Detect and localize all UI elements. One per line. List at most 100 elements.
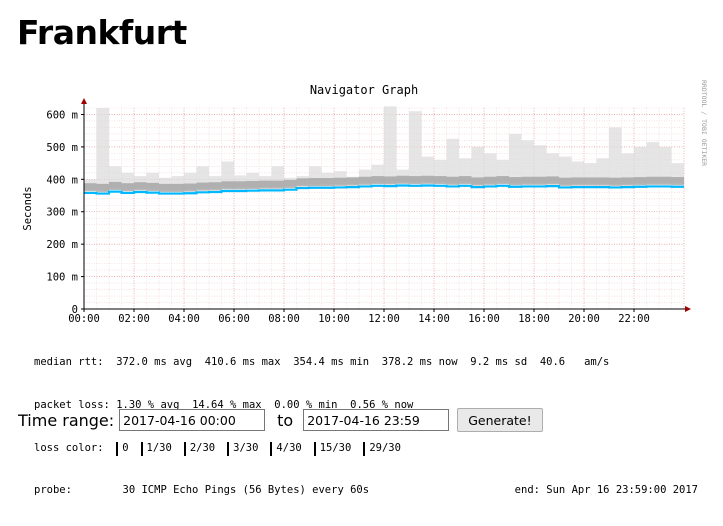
smoke-bar <box>509 133 522 184</box>
smoke-bar-core <box>521 176 534 185</box>
loss-color-label-value: 29/30 <box>369 441 401 454</box>
navigator-graph: Navigator Graph 0 100 m 200 m 300 m 400 m 500 … <box>0 70 723 496</box>
median-rtt-amps-unit: am/s <box>584 356 610 369</box>
smoke-bar-core <box>246 180 259 190</box>
loss-color-swatch <box>140 441 143 456</box>
y-tick-label: 600 m <box>46 109 78 121</box>
y-tick-label: 0 <box>72 304 78 316</box>
page-title: Frankfurt <box>17 13 187 52</box>
smoke-bar <box>96 108 109 191</box>
x-tick-label: 20:00 <box>568 313 600 325</box>
end-timestamp: end: Sun Apr 16 23:59:00 2017 <box>514 484 698 497</box>
smoke-bar <box>546 153 559 183</box>
x-tick-label: 08:00 <box>268 313 300 325</box>
legend-row-median-rtt: median rtt: 372.0 ms avg 410.6 ms max 35… <box>34 355 714 369</box>
smoke-bar-core <box>171 183 184 192</box>
y-tick-label: 400 m <box>46 174 78 186</box>
smoke-bar-core <box>184 183 197 192</box>
chart-canvas: Navigator Graph 0 100 m 200 m 300 m 400 m 500 … <box>22 80 708 325</box>
loss-color-label-value: 3/30 <box>233 441 259 454</box>
loss-color-label-value: 1/30 <box>146 441 172 454</box>
smoke-bar-core <box>496 176 509 185</box>
smoke-bar-core <box>146 182 159 191</box>
smoke-bar-core <box>371 176 384 185</box>
x-tick-label: 12:00 <box>368 313 400 325</box>
smoke-bar <box>609 127 622 185</box>
smoke-bar-core <box>234 181 247 190</box>
smoke-bar <box>521 140 534 184</box>
end-time-input[interactable] <box>303 409 450 431</box>
legend-row-loss-color: loss color: 0 1/30 2/30 3/30 4/30 15/30 29/30 <box>34 441 714 456</box>
y-tick-label: 300 m <box>46 207 78 219</box>
loss-color-swatch <box>183 441 186 456</box>
smoke-bar-core <box>471 177 484 186</box>
y-axis-label: Seconds <box>22 186 34 230</box>
smoke-bar-core <box>96 183 109 192</box>
time-range-label: Time range: <box>18 410 115 430</box>
loss-color-swatch <box>270 441 273 456</box>
loss-color-label-value: 2/30 <box>189 441 216 454</box>
packet-loss-min: 0.00 % min <box>274 399 338 411</box>
packet-loss-max: 14.64 % max <box>192 399 262 411</box>
smoke-bar-core <box>296 178 309 187</box>
smoke-bar-core <box>221 181 234 190</box>
smoke-bar-core <box>634 177 647 186</box>
smoke-bar <box>384 106 397 183</box>
median-rtt-sd: 9.2 ms sd <box>470 356 528 369</box>
loss-color-item: 0 <box>116 441 129 456</box>
to-label: to <box>277 410 294 430</box>
smoke-bar-core <box>596 177 609 186</box>
smoke-bar-core <box>671 177 684 186</box>
probe-text: 30 ICMP Echo Pings (56 Bytes) every 60s <box>122 484 370 497</box>
loss-color-swatch <box>363 441 366 456</box>
smoke-bar-core <box>484 176 497 185</box>
smoke-bar-core <box>421 175 434 184</box>
smoke-bar-core <box>434 176 447 185</box>
smoke-bar <box>646 142 659 184</box>
median-rtt-label: median rtt: <box>34 356 104 369</box>
smoke-bar-core <box>446 176 459 185</box>
smoke-bar-core <box>109 181 122 191</box>
generate-button[interactable]: Generate! <box>457 408 543 432</box>
median-rtt-amps: 40.6 <box>539 356 566 369</box>
x-tick-label: 06:00 <box>218 313 250 325</box>
x-tick-label: 16:00 <box>468 313 500 325</box>
smoke-bar-core <box>159 183 172 192</box>
smoke-bar-core <box>509 177 522 186</box>
loss-color-label: loss color: <box>34 441 104 454</box>
loss-color-item: 3/30 <box>227 441 259 456</box>
smoke-bar <box>484 153 497 184</box>
smoke-bar-core <box>321 178 334 187</box>
smoke-bar-core <box>209 182 222 191</box>
smoke-bar-core <box>409 176 422 185</box>
x-axis-arrow <box>685 306 691 312</box>
smoke-bar-core <box>334 177 347 186</box>
chart-title: Navigator Graph <box>310 83 418 97</box>
y-tick-label: 500 m <box>46 142 78 154</box>
smoke-bar-core <box>546 176 559 185</box>
time-range-form: Time range: to Generate! <box>18 407 543 433</box>
smoke-bar-core <box>309 178 322 187</box>
smoke-bar-core <box>271 180 284 189</box>
smoke-bar-core <box>459 176 472 185</box>
smoke-bar-core <box>621 177 634 186</box>
x-tick-label: 02:00 <box>118 313 150 325</box>
loss-color-label-value: 4/30 <box>276 441 302 454</box>
packet-loss-label: packet loss: <box>34 399 110 411</box>
y-tick-label: 100 m <box>46 272 78 284</box>
smoke-bar <box>534 145 547 184</box>
start-time-input[interactable] <box>119 409 266 431</box>
smoke-bar-core <box>646 176 659 185</box>
x-tick-label: 14:00 <box>418 313 450 325</box>
smoke-bar-core <box>584 177 597 186</box>
x-tick-label: 10:00 <box>318 313 350 325</box>
smoke-bar <box>634 146 647 184</box>
smoke-bar-core <box>259 180 272 189</box>
smoke-bar-core <box>571 177 584 186</box>
loss-color-item: 1/30 <box>140 441 172 456</box>
smoke-bar-core <box>609 177 622 186</box>
smoke-bar-core <box>346 177 359 186</box>
x-tick-label: 00:00 <box>68 313 100 325</box>
packet-loss-now: 0.56 % now <box>350 399 414 411</box>
smoke-bar-core <box>384 176 397 185</box>
